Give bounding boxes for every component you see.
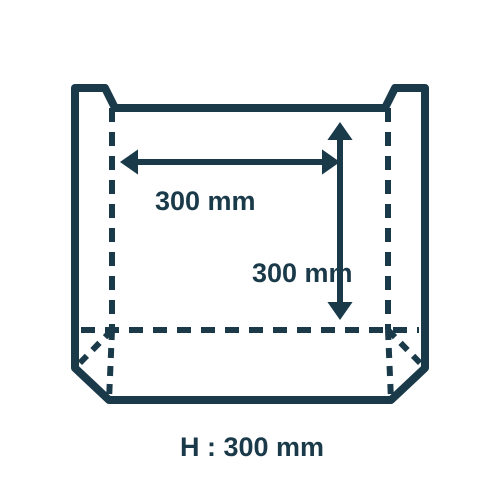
fold-diag-right-2 xyxy=(388,330,391,400)
depth-arrow-head-down xyxy=(327,302,352,320)
height-dimension-label: H : 300 mm xyxy=(180,432,324,463)
depth-dimension-label: 300 mm xyxy=(252,258,353,289)
fold-diag-left xyxy=(75,330,112,368)
width-dimension-label: 300 mm xyxy=(155,186,256,217)
dimension-diagram: 300 mm 300 mm H : 300 mm xyxy=(0,0,500,500)
box-outer-outline xyxy=(75,88,425,400)
box-outline-svg xyxy=(0,0,500,500)
fold-diag-right xyxy=(388,330,425,368)
depth-arrow-head-up xyxy=(327,122,352,140)
fold-diag-left-2 xyxy=(109,330,112,400)
width-arrow-head-left xyxy=(120,149,138,174)
